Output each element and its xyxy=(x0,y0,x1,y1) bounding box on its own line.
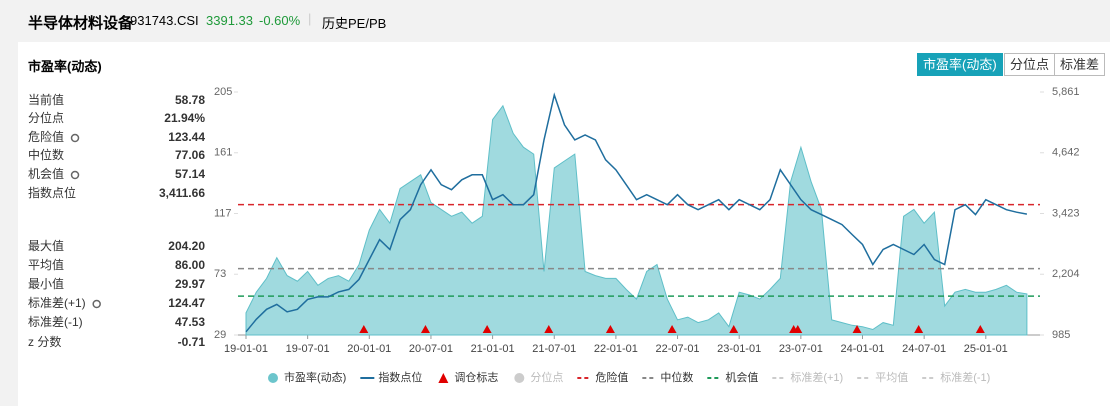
x-tick-label: 24-07-01 xyxy=(902,343,946,355)
legend-label[interactable]: 标准差(-1) xyxy=(940,370,990,384)
legend-symbol xyxy=(438,373,449,383)
gear-icon xyxy=(70,170,80,180)
index-name: 半导体材料设备 xyxy=(28,15,134,32)
header: 半导体材料设备 931743.CSI 3391.33 -0.60% | 历史PE… xyxy=(0,0,1110,40)
legend-label[interactable]: 危险值 xyxy=(595,370,628,384)
separator: | xyxy=(308,11,312,26)
stat-label: 指数点位 xyxy=(28,185,76,200)
stat-value: 77.06 xyxy=(175,148,205,162)
rebalance-marker xyxy=(729,325,739,333)
stat-value: 58.78 xyxy=(175,93,205,107)
legend-label[interactable]: 分位点 xyxy=(530,370,563,384)
price: 3391.33 xyxy=(206,13,253,28)
stat-value: 29.97 xyxy=(175,277,205,291)
x-tick-label: 20-01-01 xyxy=(347,343,391,355)
index-code: 931743.CSI xyxy=(130,13,199,28)
y2-tick-label: 5,861 xyxy=(1052,86,1080,98)
y2-tick-label: 985 xyxy=(1052,329,1070,341)
x-tick-label: 20-07-01 xyxy=(409,343,453,355)
stat-label: 危险值 xyxy=(28,129,64,144)
x-tick-label: 22-01-01 xyxy=(594,343,638,355)
rebalance-marker xyxy=(420,325,430,333)
stat-label: 平均值 xyxy=(28,257,64,272)
rebalance-marker xyxy=(605,325,615,333)
stat-label: 最小值 xyxy=(28,276,64,291)
x-tick-label: 19-07-01 xyxy=(286,343,330,355)
x-tick-label: 19-01-01 xyxy=(224,343,268,355)
gear-icon xyxy=(92,299,101,309)
y-tick-label: 117 xyxy=(214,207,232,219)
stat-value: 57.14 xyxy=(175,167,205,181)
x-tick-label: 21-01-01 xyxy=(471,343,515,355)
rebalance-marker xyxy=(359,325,369,333)
legend-symbol xyxy=(268,373,278,383)
pe-area xyxy=(245,104,1028,336)
stat-value: -0.71 xyxy=(178,335,206,349)
button[interactable]: 标准差 xyxy=(1054,53,1106,76)
x-tick-label: 25-01-01 xyxy=(964,343,1008,355)
y-tick-label: 205 xyxy=(214,86,232,98)
rebalance-marker xyxy=(914,325,924,333)
stat-value: 47.53 xyxy=(175,315,205,329)
y2-tick-label: 2,204 xyxy=(1052,268,1080,280)
gear-icon xyxy=(70,133,80,143)
stat-label: 分位点 xyxy=(28,110,64,125)
index-line xyxy=(245,92,1028,333)
x-tick-label: 23-07-01 xyxy=(779,343,823,355)
stat-label: z 分数 xyxy=(28,334,61,349)
legend-label[interactable]: 平均值 xyxy=(875,371,908,384)
y-tick-label: 29 xyxy=(214,329,226,341)
stat-value: 204.20 xyxy=(168,239,205,253)
y-tick-label: 73 xyxy=(214,268,226,280)
rebalance-marker xyxy=(667,325,677,333)
tab[interactable]: 历史PE/PB xyxy=(322,16,387,31)
y2-tick-label: 4,642 xyxy=(1052,147,1080,159)
stat-value: 3,411.66 xyxy=(159,186,205,200)
stat-label: 机会值 xyxy=(28,166,64,181)
stat-label: 中位数 xyxy=(28,147,64,162)
y-tick-label: 161 xyxy=(214,147,232,159)
legend-symbol xyxy=(514,373,525,383)
x-tick-label: 23-01-01 xyxy=(717,343,761,355)
legend-label[interactable]: 机会值 xyxy=(725,370,758,384)
stat-label: 标准差(-1) xyxy=(28,315,83,329)
change: -0.60% xyxy=(259,13,301,28)
rebalance-marker xyxy=(852,325,862,333)
y2-tick-label: 3,423 xyxy=(1052,207,1080,219)
stat-label: 当前值 xyxy=(28,92,64,107)
x-tick-label: 24-01-01 xyxy=(840,343,884,355)
button[interactable]: 市盈率(动态) xyxy=(917,53,1003,76)
rebalance-marker xyxy=(544,325,554,333)
stat-value: 123.44 xyxy=(168,130,205,144)
legend-label[interactable]: 指数点位 xyxy=(378,370,422,384)
legend-label[interactable]: 市盈率(动态) xyxy=(284,370,346,384)
panel-title: 市盈率(动态) xyxy=(28,59,102,74)
rebalance-marker xyxy=(482,325,492,333)
stat-value: 86.00 xyxy=(175,258,205,272)
legend-label[interactable]: 标准差(+1) xyxy=(790,370,843,384)
legend-label[interactable]: 中位数 xyxy=(660,370,693,384)
legend-label[interactable]: 调仓标志 xyxy=(454,370,498,384)
rebalance-marker xyxy=(793,325,803,333)
stat-value: 21.94% xyxy=(164,111,205,125)
rebalance-marker xyxy=(975,325,985,333)
x-tick-label: 22-07-01 xyxy=(656,343,700,355)
stat-label: 标准差(+1) xyxy=(28,296,86,310)
x-tick-label: 21-07-01 xyxy=(532,343,576,355)
stat-value: 124.47 xyxy=(168,296,205,310)
stat-label: 最大值 xyxy=(28,238,64,253)
